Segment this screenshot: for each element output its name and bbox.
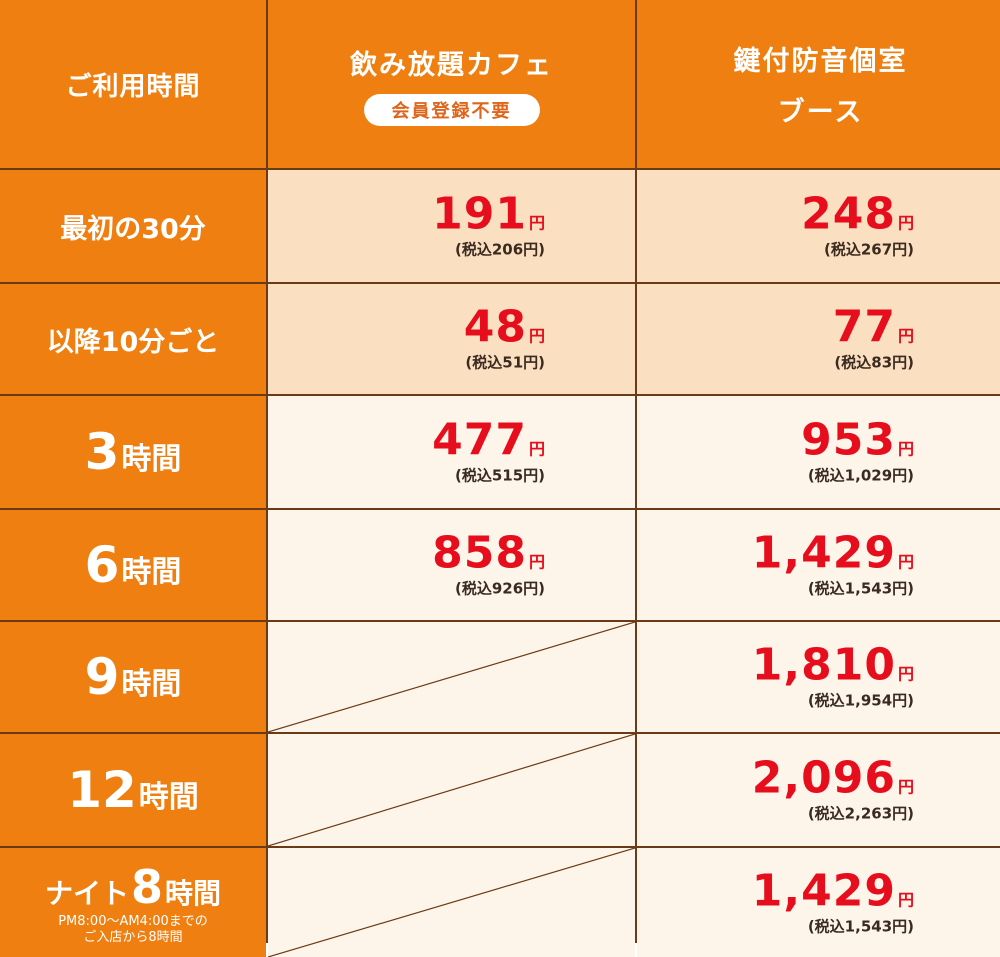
cafe-price-cell: 191 円 (税込206円) <box>268 170 635 282</box>
tax-included-price: (税込1,543円) <box>807 579 914 598</box>
row-label-text: 最初の30分 <box>60 213 206 245</box>
hours-unit: 時間 <box>121 555 182 590</box>
yen-unit: 円 <box>528 326 545 346</box>
tax-included-price: (税込515円) <box>454 466 545 485</box>
price-block: 248 円 (税込267円) <box>801 188 914 260</box>
booth-price-cell: 1,429 円 (税込1,543円) <box>637 510 1000 620</box>
usage-time-label: ご利用時間 <box>65 71 201 102</box>
price-block: 48 円 (税込51円) <box>463 301 545 373</box>
price-block: 1,429 円 (税込1,543円) <box>752 869 914 936</box>
price-value: 2,096 <box>751 752 896 804</box>
row-label-text: 以降10分ごと <box>46 326 220 358</box>
night-note-time-range: PM8:00～AM4:00までの <box>58 913 208 929</box>
price-value: 77 <box>832 301 896 353</box>
cafe-price-cell: 858 円 (税込926円) <box>268 510 635 620</box>
row-label-night8h: ナイト 8 時間 PM8:00～AM4:00までの ご入店から8時間 <box>0 848 266 957</box>
cafe-unavailable-cell <box>268 622 635 732</box>
booth-price-cell: 248 円 (税込267円) <box>637 170 1000 282</box>
tax-included-price: (税込83円) <box>834 353 914 372</box>
hours-number: 9 <box>84 648 120 706</box>
yen-unit: 円 <box>897 213 914 233</box>
hours-number: 8 <box>130 859 163 914</box>
diagonal-slash <box>268 734 635 846</box>
booth-price-cell: 77 円 (税込83円) <box>637 284 1000 394</box>
cafe-title: 飲み放題カフェ <box>350 49 553 81</box>
yen-unit: 円 <box>897 552 914 572</box>
price-block: 77 円 (税込83円) <box>832 301 914 373</box>
no-registration-badge: 会員登録不要 <box>363 93 540 126</box>
cafe-price-cell: 48 円 (税込51円) <box>268 284 635 394</box>
tax-included-price: (税込2,263円) <box>807 804 914 823</box>
price-block: 858 円 (税込926円) <box>432 527 545 599</box>
price-block: 191 円 (税込206円) <box>432 188 545 260</box>
hours-unit: 時間 <box>165 876 222 910</box>
row-label-6h: 6 時間 <box>0 510 266 620</box>
cafe-price-cell: 477 円 (税込515円) <box>268 396 635 508</box>
header-booth: 鍵付防音個室 ブース <box>637 0 1000 168</box>
booth-price-cell: 2,096 円 (税込2,263円) <box>637 734 1000 846</box>
booth-price-cell: 953 円 (税込1,029円) <box>637 396 1000 508</box>
tax-included-price: (税込926円) <box>454 579 545 598</box>
row-label-3h: 3 時間 <box>0 396 266 508</box>
yen-unit: 円 <box>897 664 914 684</box>
price-value: 1,810 <box>751 639 896 691</box>
tax-included-price: (税込206円) <box>454 240 545 259</box>
price-block: 2,096 円 (税込2,263円) <box>751 752 914 824</box>
cafe-unavailable-cell <box>268 734 635 846</box>
hours-unit: 時間 <box>138 780 199 815</box>
tax-included-price: (税込1,954円) <box>807 691 914 710</box>
row-label-text: 9 時間 <box>85 648 182 706</box>
night-label: ナイト 8 時間 <box>45 860 221 914</box>
hours-unit: 時間 <box>121 667 182 702</box>
booth-price-cell: 1,429 円 (税込1,543円) <box>637 848 1000 957</box>
booth-title: 鍵付防音個室 <box>733 46 908 77</box>
tax-included-price: (税込51円) <box>465 353 545 372</box>
yen-unit: 円 <box>528 439 545 459</box>
yen-unit: 円 <box>897 326 914 346</box>
yen-unit: 円 <box>897 439 914 459</box>
diagonal-slash <box>268 622 635 732</box>
night-prefix: ナイト <box>44 876 129 910</box>
row-label-9h: 9 時間 <box>0 622 266 732</box>
price-value: 1,429 <box>751 527 896 579</box>
yen-unit: 円 <box>528 213 545 233</box>
price-block: 953 円 (税込1,029円) <box>801 414 914 486</box>
hours-number: 3 <box>84 423 120 481</box>
hours-unit: 時間 <box>121 442 182 477</box>
row-label-text: 3 時間 <box>85 423 182 481</box>
price-block: 1,810 円 (税込1,954円) <box>751 639 914 711</box>
row-label-12h: 12 時間 <box>0 734 266 846</box>
row-label-first30: 最初の30分 <box>0 170 266 282</box>
price-block: 477 円 (税込515円) <box>432 414 545 486</box>
header-cafe: 飲み放題カフェ 会員登録不要 <box>268 0 635 168</box>
price-value: 1,429 <box>751 865 896 916</box>
row-label-text: 6 時間 <box>85 536 182 594</box>
row-label-text: 12 時間 <box>67 761 199 819</box>
price-value: 953 <box>801 414 896 466</box>
booth-subtitle: ブース <box>777 97 864 128</box>
row-label-per10min: 以降10分ごと <box>0 284 266 394</box>
night-note-duration: ご入店から8時間 <box>83 929 183 945</box>
hours-number: 6 <box>84 536 120 594</box>
yen-unit: 円 <box>528 552 545 572</box>
cafe-unavailable-cell <box>268 848 635 957</box>
yen-unit: 円 <box>897 777 914 797</box>
diagonal-slash <box>268 848 635 957</box>
price-value: 48 <box>463 301 527 353</box>
price-value: 191 <box>432 188 527 240</box>
header-usage-time: ご利用時間 <box>0 0 266 168</box>
yen-unit: 円 <box>897 890 914 909</box>
tax-included-price: (税込1,029円) <box>807 466 914 485</box>
tax-included-price: (税込267円) <box>823 240 914 259</box>
hours-number: 12 <box>67 761 137 819</box>
tax-included-price: (税込1,543円) <box>807 917 914 935</box>
price-value: 477 <box>432 414 527 466</box>
price-value: 248 <box>801 188 896 240</box>
price-value: 858 <box>432 527 527 579</box>
booth-price-cell: 1,810 円 (税込1,954円) <box>637 622 1000 732</box>
price-block: 1,429 円 (税込1,543円) <box>751 527 914 599</box>
